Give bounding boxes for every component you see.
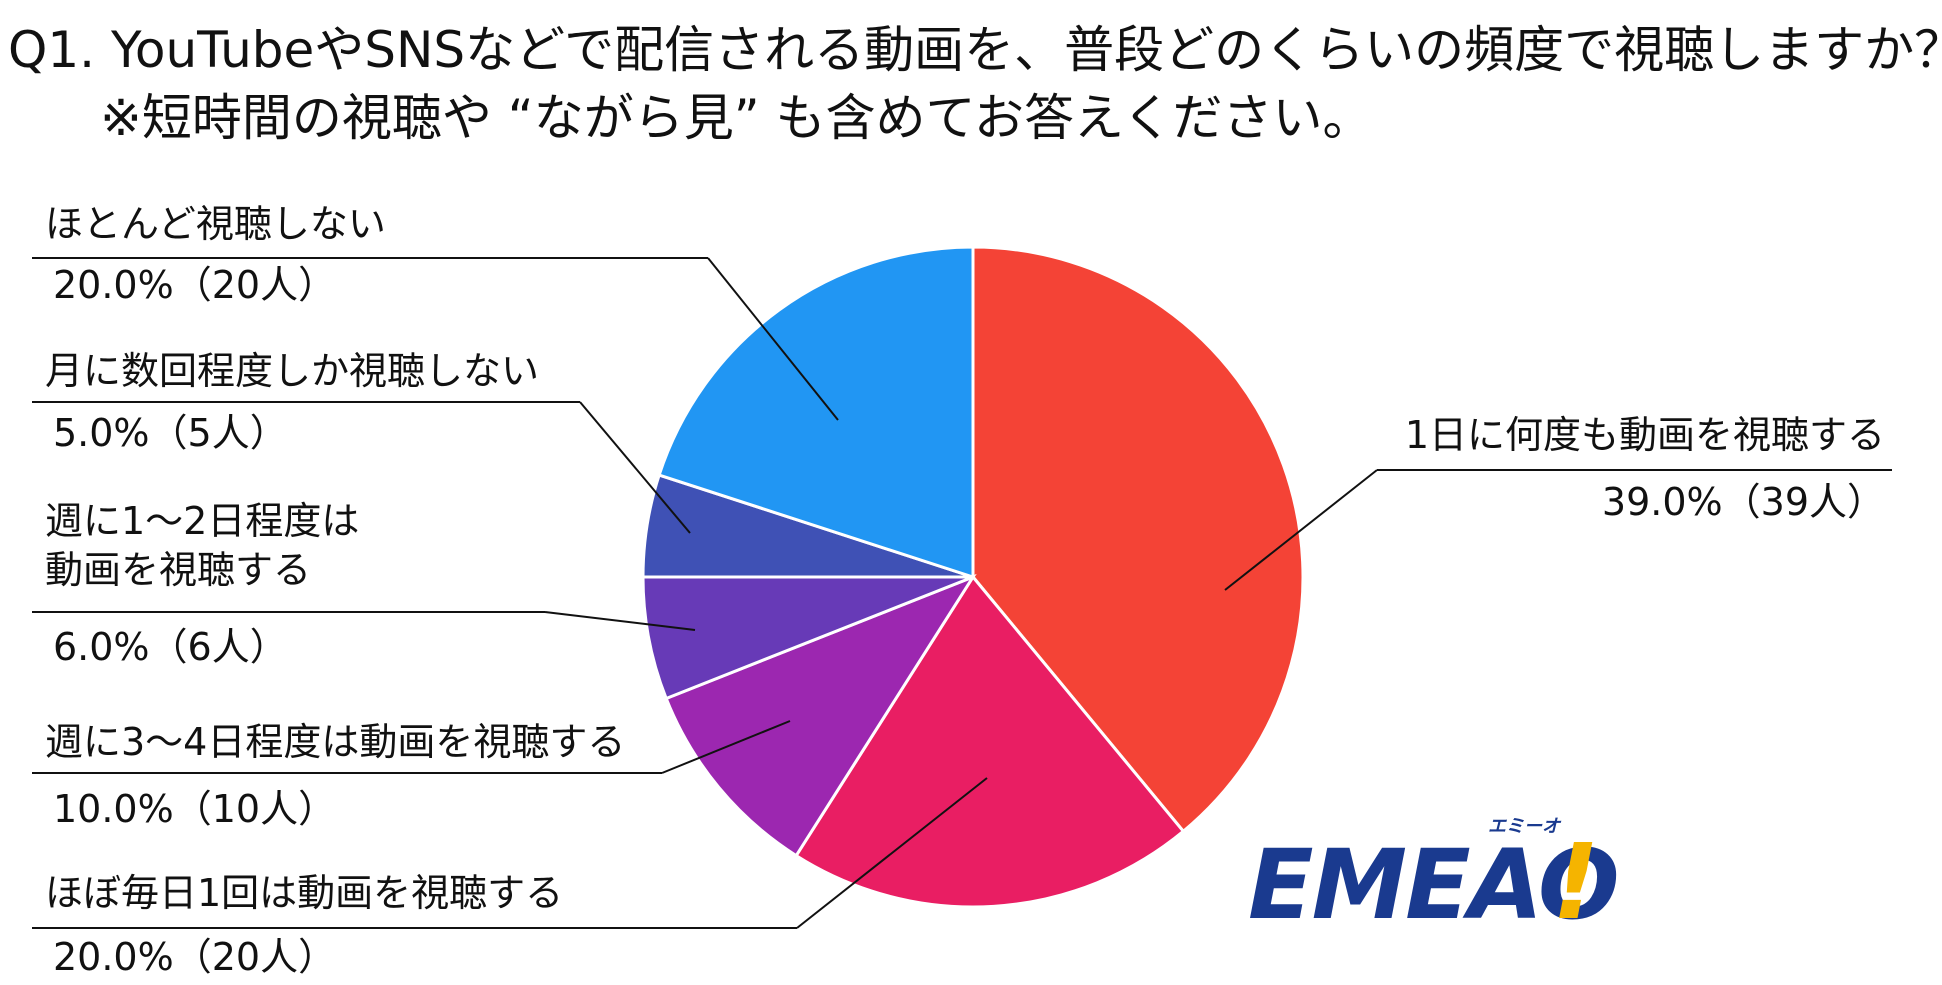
leader-line: [544, 611, 696, 631]
slice-label-value: 5.0%（5人）: [53, 411, 288, 455]
pie-slice: [641, 575, 974, 701]
logo-exclamation: !: [1552, 821, 1599, 943]
slice-label-name: 週に3〜4日程度は動画を視聴する: [45, 720, 625, 764]
slice-label-value: 39.0%（39人）: [1602, 480, 1885, 524]
logo-ruby: エミーオ: [1488, 816, 1562, 837]
slice-label-value: 20.0%（20人）: [53, 935, 336, 979]
slice-label-name: 動画を視聴する: [45, 548, 311, 592]
slice-label-name: ほぼ毎日1回は動画を視聴する: [45, 871, 563, 915]
slice-label-name: 1日に何度も動画を視聴する: [1405, 413, 1885, 457]
emeao-logo: EMEAO!エミーオ: [1248, 816, 1620, 943]
slice-label-value: 20.0%（20人）: [53, 263, 336, 307]
pie-slice: [971, 245, 1305, 834]
leader-lines: [32, 257, 1892, 929]
leader-line: [1224, 469, 1378, 591]
chart-subtitle: ※短時間の視聴や “ながら見” も含めてお答えください。: [100, 89, 1373, 147]
slice-label-name: ほとんど視聴しない: [45, 202, 386, 246]
pie-slice: [794, 574, 1186, 909]
pie-slice: [657, 245, 975, 580]
slice-label-value: 10.0%（10人）: [53, 787, 336, 831]
leader-line: [579, 401, 691, 534]
leader-line: [796, 777, 988, 929]
pie-slices: [641, 245, 1305, 909]
slice-label-value: 6.0%（6人）: [53, 625, 288, 669]
logo-wordmark: EMEAO: [1248, 829, 1618, 941]
slice-label-name: 週に1〜2日程度は: [45, 499, 359, 543]
chart-title: Q1. YouTubeやSNSなどで配信される動画を、普段どのくらいの頻度で視聴…: [8, 21, 1942, 79]
leader-line: [707, 257, 839, 421]
slice-labels: 1日に何度も動画を視聴する 39.0%（39人） ほぼ毎日1回は動画を視聴する 20.…: [45, 202, 1885, 979]
slice-label-name: 月に数回程度しか視聴しない: [45, 349, 539, 393]
leader-line: [661, 720, 791, 774]
pie-slice: [664, 573, 977, 858]
